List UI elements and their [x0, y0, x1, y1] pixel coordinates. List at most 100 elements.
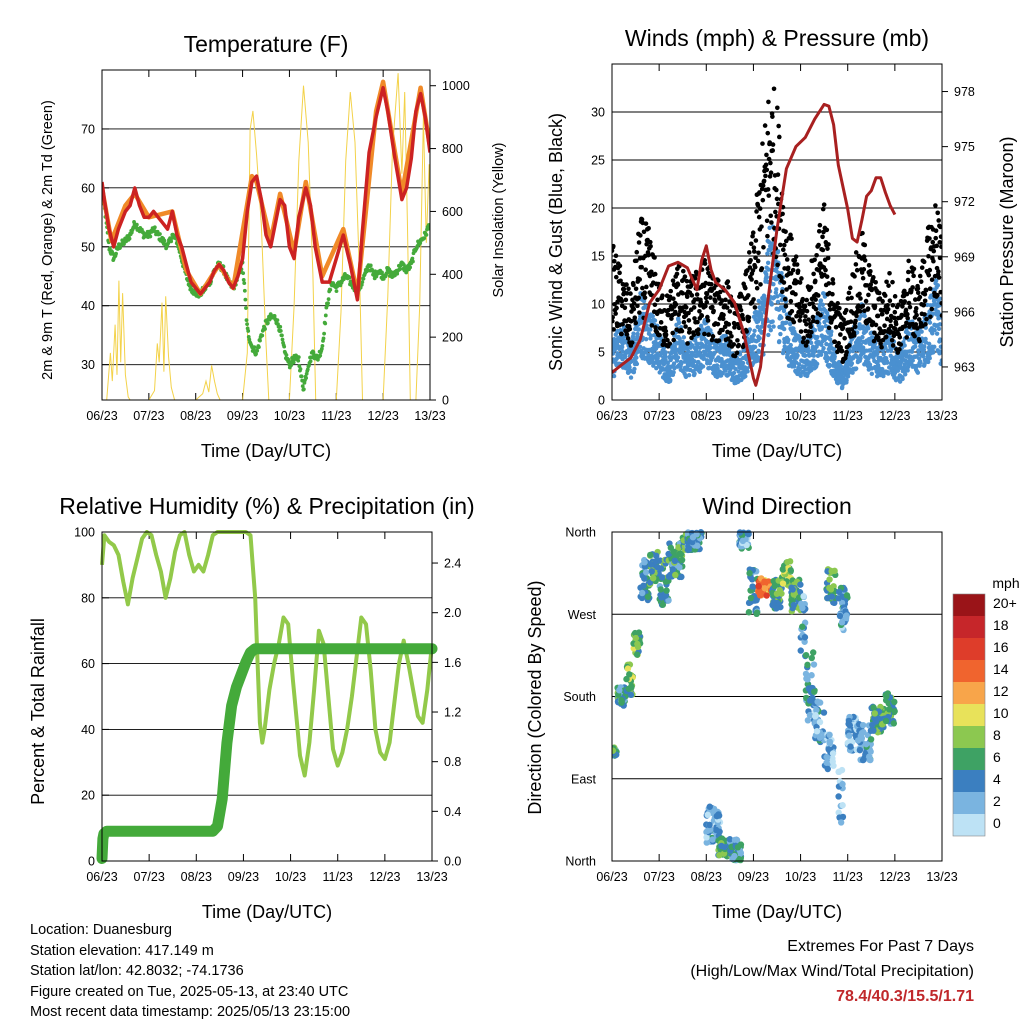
gust-point	[904, 335, 909, 340]
dewpoint-point	[284, 353, 289, 357]
gust-point	[728, 339, 733, 345]
gust-point	[938, 224, 942, 230]
gust-point	[793, 254, 799, 259]
gust-point	[776, 123, 781, 129]
direction-point	[816, 734, 824, 741]
gust-point	[739, 293, 744, 299]
gust-point	[762, 123, 768, 128]
wind-point	[736, 369, 741, 374]
dewpoint-point	[299, 374, 304, 379]
wind-point	[921, 347, 927, 352]
gust-point	[709, 337, 715, 343]
wind-point	[905, 368, 910, 373]
wind-point	[620, 348, 625, 354]
dewpoint-point	[246, 329, 251, 333]
gust-point	[797, 305, 802, 310]
direction-point	[804, 717, 812, 724]
gust-point	[619, 331, 624, 337]
wind-point	[932, 327, 937, 333]
gust-point	[906, 269, 911, 275]
gust-point	[768, 213, 774, 219]
wind-point	[676, 320, 682, 326]
gust-point	[939, 300, 942, 306]
gust-point	[854, 267, 860, 273]
y-tick-label: West	[568, 608, 597, 622]
y-tick-label: North	[565, 526, 596, 540]
direction-point	[628, 684, 635, 691]
wind-point	[887, 334, 892, 340]
gust-point	[811, 271, 816, 277]
gust-point	[686, 330, 692, 335]
direction-point	[836, 814, 843, 821]
gust-point	[798, 314, 803, 319]
gust-point	[783, 303, 789, 309]
gust-point	[844, 307, 849, 313]
x-tick-label: 06/23	[86, 870, 117, 884]
gust-point	[652, 302, 658, 308]
wind-point	[828, 332, 834, 338]
gust-point	[904, 291, 910, 297]
gust-point	[852, 274, 857, 279]
direction-point	[656, 557, 664, 564]
gust-point	[680, 268, 686, 274]
wind-point	[679, 361, 684, 366]
gust-point	[694, 272, 699, 277]
gust-point	[825, 246, 830, 251]
direction-point	[863, 740, 870, 748]
x-tick-label: 12/23	[879, 870, 910, 884]
station-location: Location: Duanesburg	[30, 922, 172, 938]
gust-point	[849, 295, 854, 301]
x-tick-label: 08/23	[691, 870, 722, 884]
wind-point	[775, 294, 780, 299]
wind-point	[773, 290, 779, 295]
dewpoint-point	[328, 287, 333, 292]
dewpoint-point	[326, 301, 330, 306]
gust-point	[861, 267, 867, 272]
wind-point	[824, 310, 830, 316]
gust-point	[769, 220, 774, 225]
direction-point	[806, 711, 814, 719]
direction-point	[746, 570, 753, 577]
wind-point	[869, 371, 875, 377]
gust-point	[648, 244, 653, 249]
gust-point	[905, 311, 910, 317]
direction-point	[718, 842, 725, 850]
gust-point	[876, 337, 882, 343]
wind-point	[629, 358, 634, 364]
gust-point	[613, 311, 618, 316]
direction-point	[678, 573, 685, 581]
gust-point	[806, 317, 811, 322]
gust-point	[764, 152, 769, 158]
x-tick-label: 09/23	[738, 409, 769, 423]
wind-point	[866, 326, 871, 331]
wind-point	[635, 331, 640, 337]
y2-tick-label: 0.4	[444, 805, 461, 819]
x-tick-label: 08/23	[180, 409, 211, 423]
wind-point	[692, 371, 697, 376]
gust-point	[754, 285, 760, 291]
wind-point	[775, 249, 781, 254]
gust-point	[812, 278, 818, 284]
gust-point	[752, 305, 758, 310]
gust-point	[667, 341, 673, 346]
direction-point	[612, 747, 617, 754]
direction-point	[804, 676, 811, 683]
gust-point	[692, 316, 697, 321]
wind-point	[854, 330, 860, 335]
wind-point	[619, 344, 625, 350]
gust-point	[712, 298, 718, 304]
gust-point	[754, 209, 759, 214]
wind-point	[759, 324, 764, 329]
wind-point	[745, 369, 750, 374]
dewpoint-point	[374, 274, 379, 279]
direction-point	[813, 728, 821, 735]
wind-point	[765, 260, 771, 265]
direction-point	[662, 592, 669, 599]
wind-point	[910, 358, 915, 363]
y2-tick-label: 966	[954, 305, 975, 319]
gust-point	[637, 256, 643, 261]
gust-point	[684, 278, 690, 284]
gust-point	[826, 242, 831, 247]
gust-point	[853, 250, 859, 255]
